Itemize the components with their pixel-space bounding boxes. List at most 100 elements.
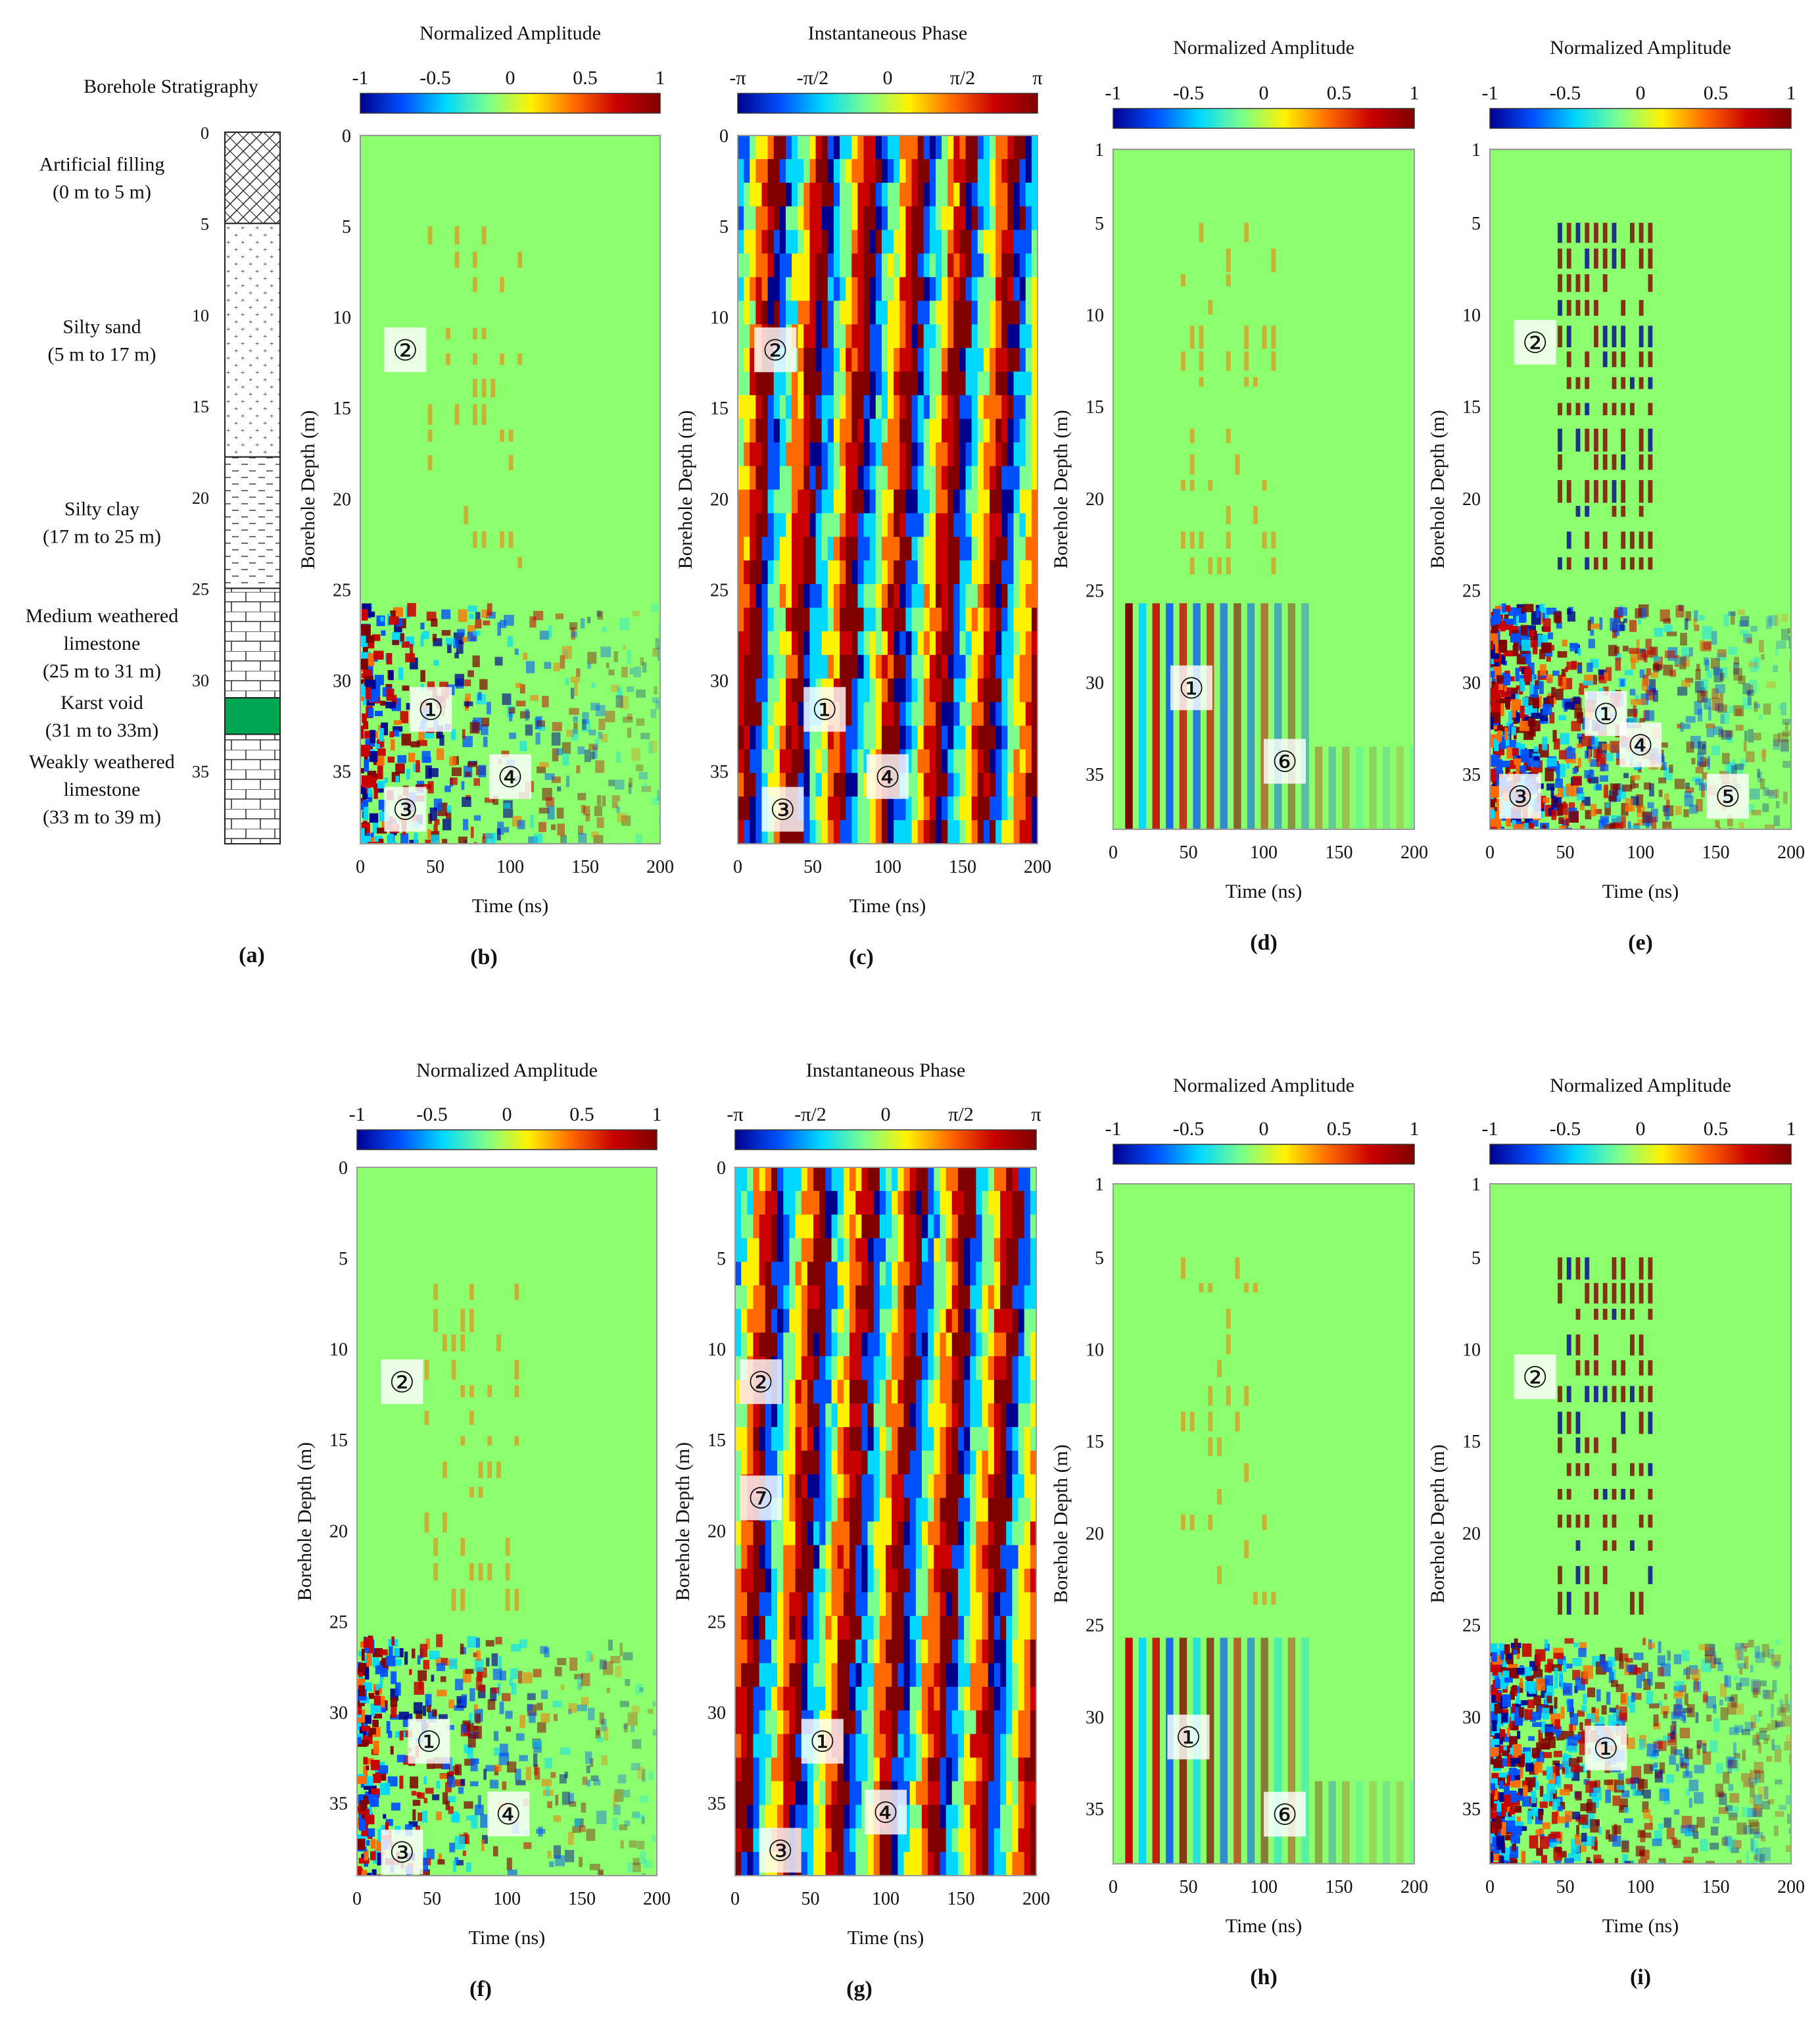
- phase-cell: [773, 277, 780, 301]
- reflection-speckle: [515, 700, 526, 707]
- phase-cell: [861, 1285, 869, 1309]
- phase-cell: [905, 513, 913, 537]
- phase-cell: [840, 537, 846, 561]
- reflection-speckle: [436, 1663, 446, 1671]
- wave-stripe: [1189, 428, 1195, 443]
- reflection-speckle: [423, 1776, 427, 1785]
- phase-cell: [879, 1450, 886, 1475]
- phase-cell: [867, 1261, 874, 1286]
- phase-cell: [771, 1734, 778, 1759]
- colorbar: [360, 93, 661, 114]
- phase-cell: [863, 608, 871, 632]
- reflection-speckle: [462, 637, 468, 643]
- phase-cell: [747, 1569, 754, 1593]
- phase-cell: [819, 1640, 826, 1664]
- wave-stripe: [1621, 351, 1626, 368]
- phase-cell: [777, 1805, 784, 1829]
- reflection-speckle: [1535, 680, 1539, 690]
- reflection-speckle: [422, 631, 429, 639]
- x-tick-label: 0: [352, 1889, 362, 1909]
- reflection-speckle: [636, 1766, 644, 1780]
- wave-stripe: [445, 353, 450, 365]
- reflection-speckle: [560, 835, 567, 844]
- phase-cell: [735, 1450, 742, 1475]
- reflection-speckle: [1491, 735, 1497, 748]
- phase-cell: [1001, 560, 1008, 585]
- phase-cell: [1001, 631, 1008, 656]
- reflection-speckle: [462, 796, 471, 807]
- phase-cell: [750, 820, 756, 844]
- phase-cell: [785, 395, 792, 420]
- phase-cell: [809, 513, 817, 537]
- phase-cell: [840, 301, 846, 325]
- reflection-speckle: [1608, 795, 1616, 801]
- phase-cell: [785, 158, 792, 183]
- phase-cell: [843, 1190, 850, 1215]
- phase-cell: [1013, 654, 1020, 679]
- phase-cell: [789, 1167, 796, 1192]
- marker-box: [1619, 722, 1662, 767]
- phase-cell: [923, 608, 930, 632]
- phase-cell: [965, 537, 972, 561]
- reflection-speckle: [1588, 639, 1595, 648]
- reflection-speckle: [1590, 804, 1597, 817]
- phase-cell: [846, 489, 852, 514]
- phase-cell: [995, 466, 1002, 491]
- phase-cell: [753, 1734, 760, 1759]
- phase-cell: [886, 1190, 892, 1215]
- reflection-speckle: [1589, 769, 1593, 775]
- phase-cell: [864, 844, 871, 868]
- phase-cell: [965, 702, 972, 727]
- phase-cell: [873, 1426, 880, 1451]
- phase-cell: [983, 678, 990, 703]
- colorbar-title: Instantaneous Phase: [808, 22, 967, 44]
- phase-cell: [855, 1474, 862, 1499]
- phase-cell: [735, 1592, 742, 1617]
- colorbar-title: Normalized Amplitude: [1550, 37, 1731, 59]
- reflection-speckle: [381, 1657, 389, 1670]
- phase-cell: [929, 372, 936, 396]
- marker-label: ③: [1507, 781, 1533, 814]
- y-tick-label: 5: [342, 217, 351, 237]
- phase-cell: [886, 1545, 892, 1569]
- phase-cell: [783, 1309, 790, 1333]
- phase-cell: [1031, 702, 1038, 727]
- phase-cell: [869, 631, 876, 656]
- reflection-speckle: [425, 1638, 430, 1649]
- plot-frame: [356, 1167, 658, 1876]
- reflection-speckle: [1612, 822, 1623, 829]
- reflection-speckle: [520, 711, 530, 719]
- phase-cell: [971, 654, 978, 679]
- phase-cell: [821, 442, 828, 467]
- phase-cell: [741, 1426, 748, 1451]
- reflection-speckle: [652, 797, 660, 806]
- phase-cell: [761, 513, 769, 537]
- phase-cell: [905, 773, 913, 797]
- reflection-speckle: [547, 1851, 552, 1859]
- reflection-speckle: [1681, 679, 1691, 687]
- reflection-speckle: [565, 1849, 575, 1863]
- reflection-speckle: [454, 1836, 466, 1850]
- phase-cell: [735, 1616, 742, 1640]
- phase-cell: [930, 844, 936, 868]
- reflection-speckle: [372, 1774, 381, 1784]
- reflection-speckle: [1511, 727, 1516, 736]
- reflection-band: [1410, 746, 1414, 829]
- y-tick-label: 15: [1462, 397, 1481, 418]
- reflection-speckle: [454, 1678, 464, 1691]
- phase-cell: [785, 372, 792, 396]
- reflection-speckle: [1679, 656, 1687, 670]
- phase-cell: [744, 277, 750, 301]
- reflection-speckle: [590, 752, 595, 760]
- phase-cell: [755, 537, 763, 561]
- phase-cell: [753, 1190, 760, 1215]
- phase-cell: [903, 1734, 911, 1759]
- phase-cell: [744, 773, 750, 797]
- x-axis-label: Time (ns): [472, 895, 548, 917]
- phase-cell: [855, 1592, 862, 1617]
- reflection-speckle: [1715, 684, 1725, 693]
- phase-cell: [857, 608, 865, 632]
- reflection-speckle: [465, 693, 471, 704]
- phase-cell: [819, 1876, 826, 1900]
- phase-cell: [807, 1356, 814, 1380]
